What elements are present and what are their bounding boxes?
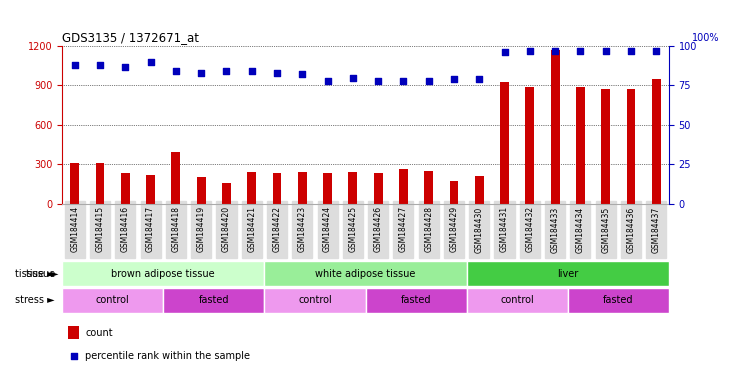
Point bbox=[575, 48, 586, 54]
Point bbox=[119, 63, 131, 70]
Bar bbox=[349, 172, 357, 204]
Point bbox=[170, 68, 182, 74]
Point bbox=[145, 59, 156, 65]
Point bbox=[372, 78, 384, 84]
Text: fasted: fasted bbox=[199, 295, 229, 306]
Bar bbox=[265, 288, 366, 313]
Text: stress ►: stress ► bbox=[15, 295, 55, 306]
Point bbox=[69, 62, 80, 68]
Text: tissue ►: tissue ► bbox=[15, 268, 55, 279]
Text: control: control bbox=[96, 295, 129, 306]
Point bbox=[600, 48, 612, 54]
Bar bbox=[197, 177, 205, 204]
Point bbox=[271, 70, 283, 76]
Point bbox=[195, 70, 207, 76]
Text: fasted: fasted bbox=[401, 295, 431, 306]
Bar bbox=[298, 172, 307, 204]
Point bbox=[347, 74, 359, 81]
Point bbox=[297, 71, 308, 78]
Point bbox=[322, 78, 333, 84]
Bar bbox=[601, 89, 610, 204]
Y-axis label: 100%: 100% bbox=[692, 33, 719, 43]
Bar bbox=[121, 173, 130, 204]
Bar bbox=[366, 288, 466, 313]
Point bbox=[651, 48, 662, 54]
Bar bbox=[323, 173, 332, 204]
Text: liver: liver bbox=[557, 268, 578, 279]
Bar bbox=[222, 183, 231, 204]
Bar bbox=[62, 261, 265, 286]
Bar bbox=[70, 163, 79, 204]
Bar bbox=[466, 288, 568, 313]
Bar bbox=[466, 261, 669, 286]
Point bbox=[625, 48, 637, 54]
Text: ►: ► bbox=[51, 268, 58, 279]
Bar bbox=[550, 50, 559, 204]
Bar bbox=[450, 180, 458, 204]
Point bbox=[221, 68, 232, 74]
Text: GDS3135 / 1372671_at: GDS3135 / 1372671_at bbox=[62, 31, 199, 44]
Point bbox=[94, 62, 106, 68]
Bar bbox=[146, 175, 155, 204]
Bar bbox=[265, 261, 466, 286]
Text: brown adipose tissue: brown adipose tissue bbox=[111, 268, 215, 279]
Point bbox=[246, 68, 257, 74]
Bar bbox=[163, 288, 265, 313]
Text: control: control bbox=[298, 295, 332, 306]
Bar bbox=[96, 163, 105, 204]
Bar bbox=[62, 288, 163, 313]
Point bbox=[474, 76, 485, 82]
Bar bbox=[399, 169, 408, 204]
Bar bbox=[273, 173, 281, 204]
Bar bbox=[424, 171, 433, 204]
Text: percentile rank within the sample: percentile rank within the sample bbox=[86, 351, 250, 361]
Bar bbox=[626, 89, 635, 204]
Point bbox=[398, 78, 409, 84]
Point bbox=[448, 76, 460, 82]
Bar bbox=[68, 326, 79, 339]
Bar bbox=[526, 87, 534, 204]
Text: white adipose tissue: white adipose tissue bbox=[315, 268, 416, 279]
Point bbox=[549, 48, 561, 54]
Text: control: control bbox=[500, 295, 534, 306]
Text: tissue: tissue bbox=[26, 268, 58, 279]
Bar bbox=[568, 288, 669, 313]
Bar bbox=[500, 81, 509, 204]
Text: count: count bbox=[86, 328, 113, 338]
Point bbox=[68, 353, 80, 359]
Bar bbox=[576, 87, 585, 204]
Point bbox=[423, 78, 434, 84]
Bar bbox=[247, 172, 256, 204]
Bar bbox=[652, 79, 661, 204]
Bar bbox=[374, 173, 382, 204]
Bar bbox=[172, 152, 181, 204]
Text: fasted: fasted bbox=[603, 295, 634, 306]
Point bbox=[524, 48, 536, 54]
Bar bbox=[475, 176, 484, 204]
Point bbox=[499, 49, 510, 55]
